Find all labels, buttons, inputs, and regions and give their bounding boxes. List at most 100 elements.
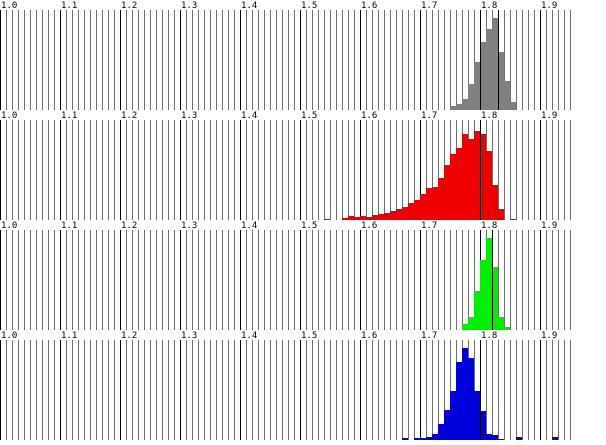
histogram-bar <box>390 211 396 220</box>
tick-label: 1.1 <box>61 221 77 231</box>
histogram-bar <box>420 194 426 220</box>
histogram-bar <box>474 391 480 440</box>
histogram-bar <box>486 434 492 440</box>
histogram-bar <box>354 217 360 220</box>
tick-label: 1.4 <box>241 1 257 11</box>
panel-green: 1.0 1.1 1.2 1.3 1.4 1.5 1.6 1.7 1.8 1.9 <box>0 221 571 330</box>
histogram-bar <box>438 424 444 440</box>
tick-label: 1.4 <box>241 331 257 341</box>
histogram-bar <box>486 151 492 220</box>
histogram-bar <box>432 434 438 440</box>
tick-label: 1.7 <box>421 331 437 341</box>
histogram-bar <box>432 187 438 220</box>
tick-label: 1.3 <box>181 111 197 121</box>
histogram-bar <box>480 260 486 330</box>
tick-label: 1.7 <box>421 221 437 231</box>
tick-label: 1.9 <box>541 111 557 121</box>
tick-label: 1.0 <box>1 111 17 121</box>
histogram-bar <box>552 437 558 440</box>
histogram-bar <box>402 438 408 440</box>
histogram-bar <box>510 102 516 110</box>
tick-label: 1.7 <box>421 1 437 11</box>
tick-label: 1.1 <box>61 331 77 341</box>
histogram-bar <box>504 81 510 110</box>
histogram-bar <box>462 324 468 330</box>
tick-label: 1.1 <box>61 1 77 11</box>
tick-label: 1.8 <box>481 1 497 11</box>
histogram-bar <box>480 134 486 220</box>
panel-blue: 1.0 1.1 1.2 1.3 1.4 1.5 1.6 1.7 1.8 1.9 <box>0 331 571 440</box>
histogram-bar <box>408 203 414 220</box>
tick-label: 1.9 <box>541 331 557 341</box>
tick-label: 1.5 <box>301 1 317 11</box>
histogram-bar <box>468 317 474 330</box>
histogram-bar <box>456 104 462 110</box>
tick-label: 1.9 <box>541 221 557 231</box>
tick-label: 1.3 <box>181 221 197 231</box>
histogram-bar <box>462 348 468 440</box>
histogram-bar <box>426 437 432 440</box>
tick-label: 1.2 <box>121 1 137 11</box>
histogram-bar <box>348 216 354 220</box>
tick-label: 1.0 <box>1 1 17 11</box>
tick-label: 1.6 <box>361 221 377 231</box>
histogram-bar <box>480 411 486 440</box>
histogram-bar <box>384 213 390 220</box>
tick-label: 1.0 <box>1 331 17 341</box>
histogram-bar <box>450 391 456 440</box>
histogram-bar <box>324 219 330 220</box>
panel-red: 1.0 1.1 1.2 1.3 1.4 1.5 1.6 1.7 1.8 1.9 <box>0 111 571 220</box>
histogram-bar <box>396 209 402 220</box>
histogram-bar <box>468 84 474 110</box>
histogram-bar <box>498 317 504 330</box>
histogram-bar <box>414 200 420 220</box>
histogram-bar <box>450 106 456 110</box>
tick-label: 1.9 <box>541 1 557 11</box>
histogram-bar <box>366 217 372 220</box>
histogram-bar <box>492 267 498 330</box>
histogram-bar <box>486 238 492 330</box>
tick-label: 1.3 <box>181 1 197 11</box>
tick-label: 1.2 <box>121 111 137 121</box>
tick-label: 1.2 <box>121 221 137 231</box>
histogram-bar <box>372 215 378 220</box>
histogram-bar <box>462 134 468 220</box>
panel-gray: 1.0 1.1 1.2 1.3 1.4 1.5 1.6 1.7 1.8 1.9 <box>0 1 571 110</box>
histogram-bar <box>456 362 462 440</box>
histogram-bar <box>426 188 432 220</box>
histogram-bar <box>492 435 498 440</box>
histogram-bar <box>468 139 474 220</box>
histogram-bar <box>438 178 444 220</box>
tick-label: 1.2 <box>121 331 137 341</box>
histogram-bar <box>510 219 516 220</box>
tick-label: 1.6 <box>361 111 377 121</box>
tick-label: 1.4 <box>241 111 257 121</box>
histogram-bar <box>444 410 450 440</box>
tick-label: 1.0 <box>1 221 17 231</box>
histogram-bar <box>444 165 450 220</box>
histogram-bar <box>360 216 366 220</box>
tick-label: 1.8 <box>481 111 497 121</box>
histogram-bar <box>492 18 498 110</box>
tick-label: 1.4 <box>241 221 257 231</box>
histogram-bar <box>498 52 504 110</box>
histogram-bar <box>450 154 456 220</box>
tick-label: 1.6 <box>361 331 377 341</box>
histogram-bar <box>474 62 480 110</box>
histogram-bar <box>462 99 468 110</box>
histogram-bar <box>456 148 462 220</box>
histogram-bar <box>420 438 426 440</box>
histogram-bar <box>468 358 474 440</box>
histogram-bar <box>492 185 498 220</box>
histogram-bar <box>402 207 408 220</box>
tick-label: 1.8 <box>481 221 497 231</box>
histogram-bar <box>342 218 348 220</box>
histogram-bar <box>480 42 486 110</box>
histogram-bar <box>504 327 510 330</box>
tick-label: 1.5 <box>301 221 317 231</box>
tick-label: 1.7 <box>421 111 437 121</box>
tick-label: 1.3 <box>181 331 197 341</box>
tick-label: 1.8 <box>481 331 497 341</box>
